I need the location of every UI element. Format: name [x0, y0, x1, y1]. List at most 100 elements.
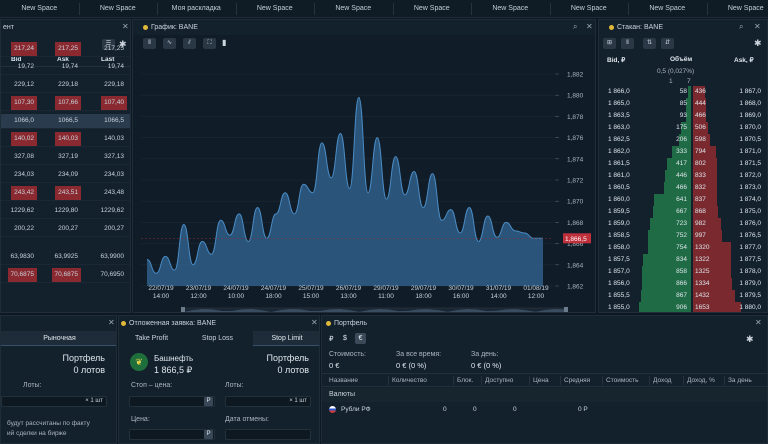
orderbook-row[interactable]: 1 857,0 858 1325 1 878,0	[599, 266, 767, 278]
bid-volume: 466	[676, 184, 687, 191]
volume-icon[interactable]: ▮	[222, 38, 227, 47]
space-tab[interactable]: New Space	[21, 5, 58, 12]
portfolio-col[interactable]: Стоимость	[606, 377, 639, 384]
table-row[interactable]: 200,22 200,27 200,27	[1, 222, 130, 237]
close-icon[interactable]: ✕	[754, 22, 761, 31]
orderbook-row[interactable]: 1 856,0 866 1334 1 879,0	[599, 278, 767, 290]
columns-icon[interactable]: ⦀	[621, 38, 634, 49]
tab-stop-loss[interactable]: Stop Loss	[185, 331, 250, 346]
table-row[interactable]: 327,08 327,19 327,13	[1, 150, 130, 165]
lots-unit: × 1 шт	[289, 398, 307, 404]
portfolio-col[interactable]: Доход, %	[687, 377, 715, 384]
line-icon[interactable]: ∿	[163, 38, 176, 49]
currency-tab-eur[interactable]: €	[355, 333, 366, 344]
space-tab[interactable]: New Space	[99, 5, 136, 12]
tab-stop-limit[interactable]: Stop Limit	[253, 331, 319, 346]
orderbook-row[interactable]: 1 861,0 446 833 1 872,0	[599, 170, 767, 182]
orderbook-row[interactable]: 1 859,0 723 982 1 876,0	[599, 218, 767, 230]
search-icon[interactable]: ⌕	[573, 22, 578, 31]
table-row[interactable]: 229,12 229,18 229,18	[1, 78, 130, 93]
tab-stop-loss-label: Stop Loss	[201, 335, 234, 342]
table-row[interactable]: 107,30 107,66 107,40	[1, 96, 130, 111]
candles-icon[interactable]: ⫴	[143, 38, 156, 49]
table-row[interactable]: 243,42 243,51 243,48	[1, 186, 130, 201]
portfolio-col[interactable]: Название	[329, 377, 359, 384]
portfolio-col[interactable]: Блок.	[457, 377, 474, 384]
stop-price-currency-button[interactable]: P	[204, 397, 213, 406]
close-icon[interactable]: ✕	[755, 318, 762, 327]
portfolio-col[interactable]: Количество	[392, 377, 427, 384]
list-view-icon[interactable]: ☰	[102, 39, 115, 50]
orderbook-row[interactable]: 1 855,5 867 1432 1 879,5	[599, 290, 767, 302]
space-tab[interactable]: New Space	[570, 5, 607, 12]
lots-input[interactable]: × 1 шт	[1, 396, 107, 407]
orderbook-row[interactable]: 1 863,5 93 466 1 869,0	[599, 110, 767, 122]
price-currency-button[interactable]: P	[204, 430, 213, 439]
orderbook-row[interactable]: 1 866,0 58 436 1 867,0	[599, 86, 767, 98]
space-tab[interactable]: New Space	[492, 5, 529, 12]
table-row[interactable]: 70,6875 70,6875 70,6950	[1, 268, 130, 283]
close-icon[interactable]: ✕	[586, 22, 593, 31]
space-tab[interactable]: New Space	[256, 5, 293, 12]
orderbook-row[interactable]: 1 865,0 85 444 1 868,0	[599, 98, 767, 110]
orderbook-row[interactable]: 1 862,0 333 794 1 871,0	[599, 146, 767, 158]
grid-icon[interactable]: ⊞	[603, 38, 616, 49]
bid-volume: 58	[679, 88, 687, 95]
table-row[interactable]: 1066,0 1066,5 1066,5	[1, 114, 130, 129]
orderbook-row[interactable]: 1 863,0 175 506 1 870,0	[599, 122, 767, 134]
table-row[interactable]: 217,24 217,25 217,25	[1, 42, 130, 57]
lots-input[interactable]: × 1 шт	[225, 396, 311, 407]
orderbook-row[interactable]: 1 858,5 752 997 1 876,5	[599, 230, 767, 242]
sort-alt-icon[interactable]: ⇵	[661, 38, 674, 49]
stop-price-input[interactable]	[129, 396, 215, 407]
orderbook-row[interactable]: 1 861,5 417 802 1 871,5	[599, 158, 767, 170]
ask-volume: 436	[695, 88, 706, 95]
close-icon[interactable]: ✕	[122, 22, 129, 31]
bid-price: 1 855,5	[608, 292, 630, 299]
price-chart[interactable]: 1,882 1,880 1,878 1,876 1,874 1,872 1,870 1,868…	[133, 34, 596, 313]
settings-icon[interactable]: ✱	[746, 334, 754, 344]
table-row[interactable]: 1229,62 1229,80 1229,62	[1, 204, 130, 219]
sort-icon[interactable]: ⇅	[643, 38, 656, 49]
portfolio-col[interactable]: Цена	[533, 377, 549, 384]
price-label: Цена:	[131, 416, 150, 423]
space-tab[interactable]: Моя раскладка	[171, 5, 221, 12]
space-tab[interactable]: New Space	[649, 5, 686, 12]
orderbook-row[interactable]: 1 857,5 834 1322 1 877,5	[599, 254, 767, 266]
tab-market[interactable]: Рыночная	[1, 331, 116, 346]
currency-tab-usd[interactable]: $	[343, 335, 347, 342]
portfolio-col[interactable]: Средняя	[564, 377, 591, 384]
y-tick-label: 1,878	[567, 114, 584, 121]
table-row[interactable]: Рубли РФ 0 0 0 0 P	[322, 403, 767, 417]
table-row[interactable]: 63,9830 63,9925 63,9900	[1, 250, 130, 265]
orderbook-row[interactable]: 1 855,0 906 1653 1 880,0	[599, 302, 767, 312]
close-icon[interactable]: ✕	[311, 318, 318, 327]
fullscreen-icon[interactable]: ⛶	[203, 38, 216, 49]
space-tab[interactable]: New Space	[727, 5, 764, 12]
orderbook-row[interactable]: 1 862,5 206 598 1 870,5	[599, 134, 767, 146]
indicator-icon[interactable]: ⫽	[183, 38, 196, 49]
space-tab[interactable]: New Space	[413, 5, 450, 12]
portfolio-col[interactable]: За день	[728, 377, 752, 384]
orderbook-row[interactable]: 1 860,0 641 837 1 874,0	[599, 194, 767, 206]
navigator-left-handle[interactable]	[181, 307, 185, 313]
group-currencies[interactable]: Валюты	[322, 388, 767, 402]
space-tab[interactable]: New Space	[335, 5, 372, 12]
orderbook-row[interactable]: 1 858,0 754 1320 1 877,0	[599, 242, 767, 254]
expiry-input[interactable]	[225, 429, 311, 440]
portfolio-col[interactable]: Доступно	[485, 377, 514, 384]
orderbook-row[interactable]: 1 859,5 667 868 1 875,0	[599, 206, 767, 218]
search-icon[interactable]: ⌕	[739, 22, 744, 31]
table-row[interactable]: 234,03 234,09 234,03	[1, 168, 130, 183]
table-row[interactable]: 140,02 140,03 140,03	[1, 132, 130, 147]
tab-take-profit[interactable]: Take Profit	[119, 331, 184, 346]
currency-tab-rub[interactable]: ₽	[329, 336, 334, 343]
settings-icon[interactable]: ✱	[754, 38, 762, 48]
close-icon[interactable]: ✕	[108, 318, 115, 327]
portfolio-col[interactable]: Доход	[653, 377, 672, 384]
table-row[interactable]: 19,72 19,74 19,74	[1, 60, 130, 75]
settings-icon[interactable]: ✱	[119, 39, 127, 49]
orderbook-row[interactable]: 1 860,5 466 832 1 873,0	[599, 182, 767, 194]
navigator-right-handle[interactable]	[564, 307, 568, 313]
price-input[interactable]	[129, 429, 215, 440]
